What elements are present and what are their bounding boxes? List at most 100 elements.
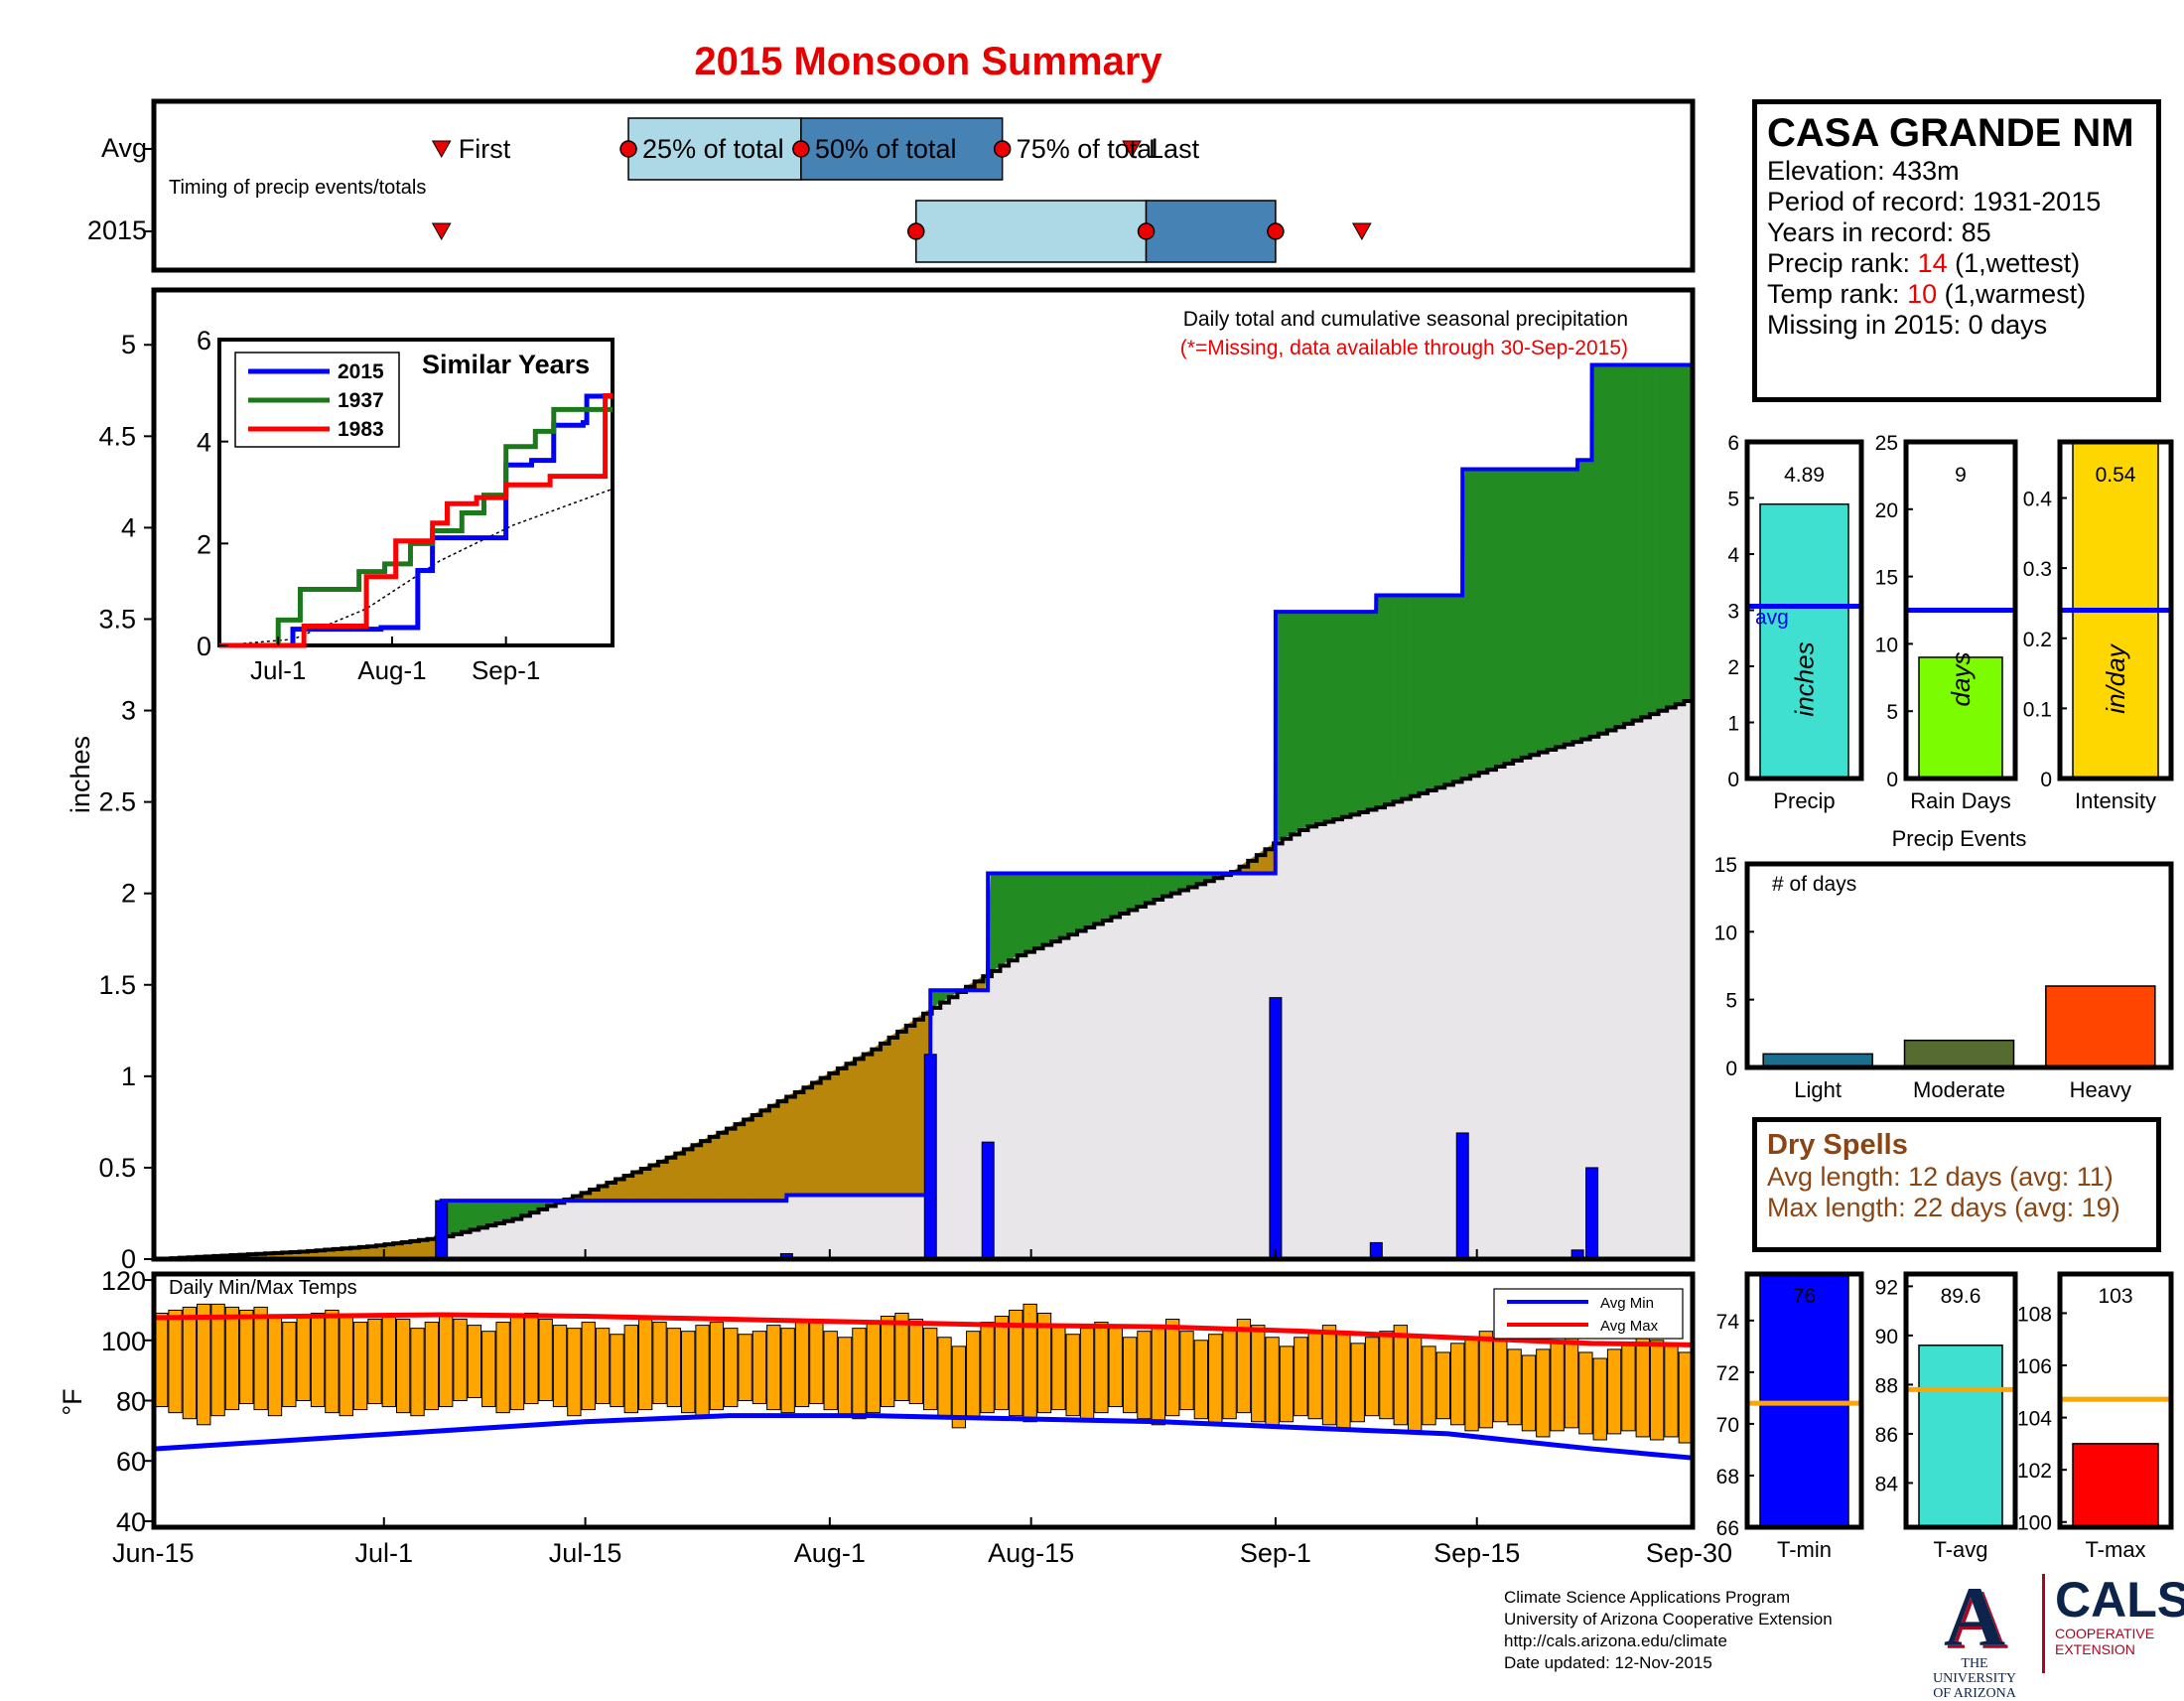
t-avg-x-label: T-avg [1933,1537,1987,1562]
daily-temp-bar [1151,1325,1165,1426]
x-tick-label: Aug-1 [794,1538,866,1568]
daily-temp-bar [1164,1319,1180,1417]
daily-temp-bar [1009,1309,1024,1417]
t-min-x-label: T-min [1777,1537,1832,1562]
p25-marker [619,140,637,158]
small-y-tick-label: 90 [1875,1326,1898,1348]
t-avg-value-label: 89.6 [1941,1285,1981,1308]
daily-temp-bar [1294,1337,1308,1417]
precip-events-annotation: # of days [1772,873,1856,896]
small-y-tick-label: 25 [1875,432,1898,455]
inset-y-tick-label: 4 [197,428,211,458]
small-y-tick-label: 1 [1727,713,1739,736]
t-max-value-label: 103 [2098,1285,2132,1308]
y-tick-label: 0.5 [98,1153,136,1183]
credits-url[interactable]: http://cals.arizona.edu/climate [1504,1631,1727,1650]
daily-temp-bar [282,1322,297,1408]
daily-temp-bar [1493,1340,1508,1423]
daily-temp-bar [567,1328,582,1417]
daily-temp-bar [1065,1334,1080,1417]
daily-temp-bar [1521,1354,1537,1432]
daily-temp-bar [637,1319,653,1411]
daily-temp-bar [1678,1351,1694,1444]
rain-days-x-label: Rain Days [1910,788,2010,813]
first-event-marker [431,222,452,241]
daily-temp-bar [1464,1337,1479,1432]
similar-years-title: Similar Years [422,350,590,379]
period-line: Period of record: 1931-2015 [1767,187,2102,216]
daily-precip-bar [981,1141,995,1260]
timing-row-label: Avg [101,133,147,163]
precip-event-bar [2045,985,2156,1068]
daily-precip-bar [1269,997,1283,1260]
temp-rank-line: Temp rank: 10 (1,warmest) [1767,279,2087,309]
y-tick-label: 1 [121,1062,136,1091]
temp-y-tick-label: 40 [116,1507,146,1537]
daily-temp-bar [1208,1334,1223,1426]
credits-line: Climate Science Applications Program [1504,1588,1791,1607]
daily-temp-bar [623,1325,638,1414]
daily-temp-bar [751,1331,767,1405]
temp-y-tick-label: 120 [101,1266,146,1296]
inset-x-tick-label: Jul-1 [250,655,306,685]
daily-temp-bar [1307,1331,1322,1420]
small-y-tick-label: 10 [1875,634,1898,656]
t-max-bar [2072,1443,2159,1528]
similar-year-line-1983 [219,392,613,648]
small-y-tick-label: 92 [1875,1276,1898,1299]
daily-temp-bar [1179,1331,1194,1411]
precip-events-title: Precip Events [1892,826,2027,851]
daily-temp-bar [1094,1322,1109,1414]
t-max-x-label: T-max [2085,1537,2145,1562]
years-value: 85 [1961,217,1991,247]
timing-marker-label: 75% of total [1017,134,1159,164]
small-y-tick-label: 0 [2040,769,2052,791]
station-info-box: CASA GRANDE NM Elevation: 433m Period of… [1752,99,2161,402]
precip-chart-title: Daily total and cumulative seasonal prec… [1183,308,1628,331]
precip-rank-value: 14 [1917,248,1948,278]
temp-y-tick-label: 60 [116,1447,146,1477]
daily-temp-bar [809,1319,824,1405]
p25-marker [907,222,925,240]
small-y-tick-label: 15 [1875,567,1898,590]
daily-precip-bar [1585,1167,1599,1260]
t-min-bar [1759,1273,1849,1528]
precip-total-unit-label: inches [1790,641,1820,716]
x-tick-label: Sep-30 [1646,1538,1732,1568]
legend-label: Avg Min [1600,1295,1654,1312]
small-y-tick-label: 0.4 [2023,489,2053,511]
average-cumulative-line [154,697,1695,1261]
dry-spells-avg: Avg length: 12 days (avg: 11) [1767,1162,2114,1192]
daily-temp-bar [951,1346,967,1429]
small-y-tick-label: 70 [1716,1414,1739,1437]
p50-marker [1137,222,1156,240]
last-event-marker [1351,222,1372,241]
daily-temp-bar [980,1322,995,1414]
daily-temp-bar [610,1334,624,1408]
daily-temp-bar [738,1334,752,1401]
small-y-tick-label: 6 [1727,432,1739,455]
daily-temp-bar [1236,1319,1252,1414]
daily-temp-bar [310,1312,326,1408]
small-y-tick-label: 0.3 [2023,558,2052,581]
small-y-tick-label: 88 [1875,1374,1898,1397]
daily-temp-bar [780,1328,795,1414]
precip-event-category-label: Heavy [2070,1077,2131,1102]
precip-total-value-label: 4.89 [1784,464,1825,487]
x-tick-label: Jul-15 [549,1538,622,1568]
t-min-value-label: 76 [1793,1285,1816,1308]
daily-temp-bar [467,1325,482,1398]
x-tick-label: Sep-15 [1433,1538,1520,1568]
average-cumulative-fill [154,697,1693,1259]
small-y-tick-label: 10 [1714,921,1737,944]
temp-chart-title: Daily Min/Max Temps [169,1277,357,1299]
precip-event-bar [1903,1039,2015,1068]
daily-temp-bar [168,1309,183,1414]
dry-spells-title: Dry Spells [1767,1129,1908,1161]
small-y-tick-label: 0 [1725,1058,1737,1080]
rain-days-value-label: 9 [1955,464,1967,487]
intensity-frame [2057,439,2174,781]
small-y-tick-label: 20 [1875,499,1898,522]
timing-marker-label: Last [1149,134,1200,164]
daily-temp-bar [1350,1343,1365,1423]
